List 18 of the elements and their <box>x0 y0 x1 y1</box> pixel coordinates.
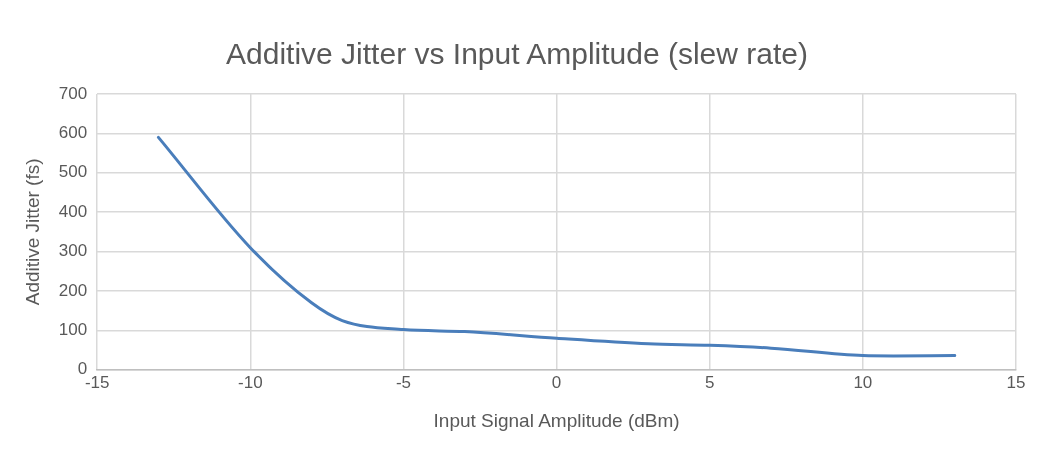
x-tick-label: -5 <box>395 372 412 392</box>
y-tick-label: 600 <box>58 123 88 143</box>
y-axis-title: Additive Jitter (fs) <box>21 158 43 306</box>
x-tick-label: 5 <box>704 372 715 392</box>
x-tick-label: 0 <box>551 372 562 392</box>
chart-title: Additive Jitter vs Input Amplitude (slew rate) <box>226 37 808 71</box>
x-tick-label: 10 <box>853 372 873 392</box>
y-tick-label: 300 <box>58 241 88 261</box>
y-tick-label: 200 <box>58 280 88 300</box>
y-tick-label: 700 <box>58 83 88 103</box>
x-tick-label: 15 <box>1006 372 1026 392</box>
x-axis-title: Input Signal Amplitude (dBm) <box>433 409 680 431</box>
x-tick-label: -10 <box>238 372 263 392</box>
y-tick-label: 400 <box>58 201 88 221</box>
y-tick-label: 100 <box>58 320 88 340</box>
line-series <box>156 135 957 358</box>
y-tick-label: 0 <box>77 359 88 379</box>
y-tick-label: 500 <box>58 162 88 182</box>
